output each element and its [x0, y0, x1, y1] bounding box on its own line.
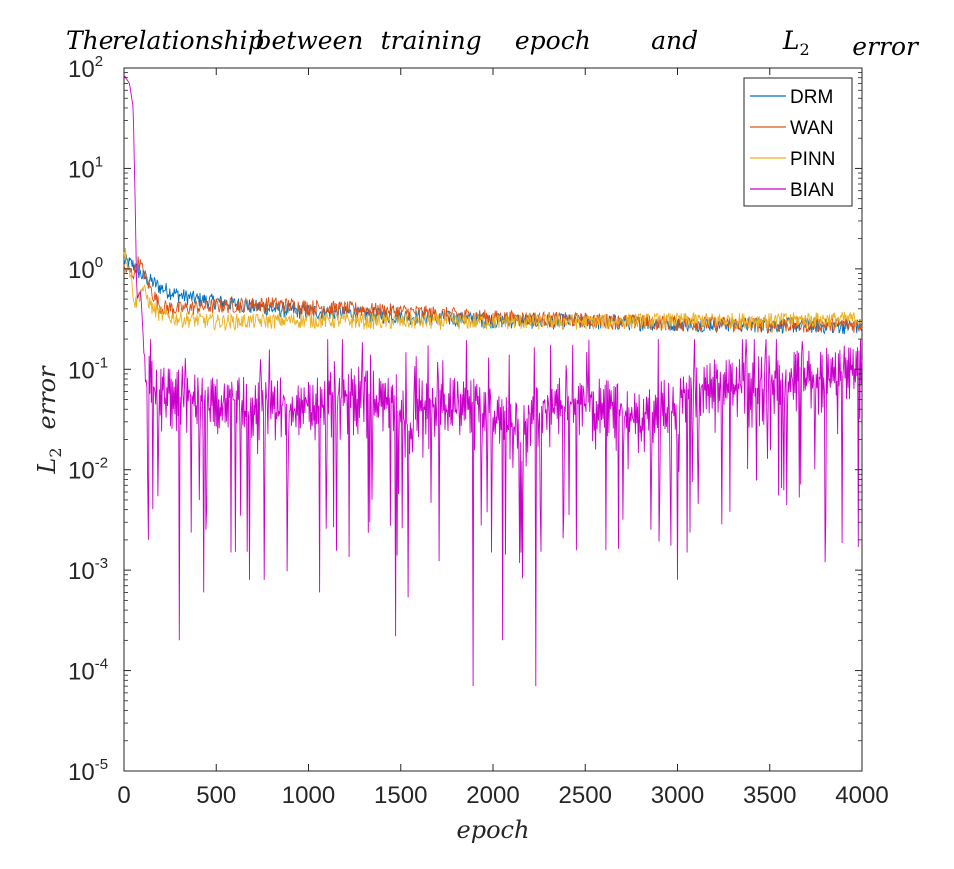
title-subscript: 2	[799, 40, 809, 59]
x-tick-label: 3000	[651, 782, 704, 809]
x-tick-label: 1000	[282, 782, 335, 809]
y-tick-label: 100	[68, 254, 103, 284]
series-layer	[123, 74, 863, 687]
chart-title: Therelationshipbetween training epoch and L2…	[66, 26, 920, 61]
legend[interactable]: DRM WAN PINN BIAN	[743, 77, 853, 207]
legend-label: PINN	[790, 149, 835, 170]
ticks-layer: 0 500 1000 1500 2000 2500 3000 3500 4000 10-5 10-4…	[68, 53, 889, 809]
x-tick-label: 1500	[374, 782, 427, 809]
title-word: training	[381, 26, 482, 55]
legend-label: WAN	[790, 118, 834, 139]
y-tick-label: 10-5	[68, 756, 108, 786]
title-word: error	[852, 32, 920, 61]
title-word: relationship	[112, 26, 264, 55]
y-tick-label: 10-2	[68, 455, 108, 485]
x-tick-label: 2000	[466, 782, 519, 809]
legend-label: DRM	[790, 87, 833, 108]
x-tick-label: 500	[196, 782, 236, 809]
series-line-pinn	[123, 247, 863, 332]
ylabel-rest: error	[33, 365, 61, 430]
legend-label: BIAN	[790, 180, 834, 201]
y-axis-label: L2 error	[33, 365, 65, 475]
x-tick-label: 3500	[743, 782, 796, 809]
x-tick-label: 2500	[559, 782, 612, 809]
x-axis-label: epoch	[457, 816, 530, 844]
y-tick-label: 10-4	[68, 656, 108, 686]
legend-box	[743, 77, 853, 207]
legend-item-wan[interactable]: WAN	[750, 118, 834, 139]
y-tick-label: 10-1	[68, 354, 108, 384]
title-word: between	[255, 26, 363, 55]
series-line-wan	[123, 256, 863, 334]
y-tick-label: 101	[68, 153, 103, 183]
title-word: L	[782, 26, 800, 55]
ylabel-subscript: 2	[46, 447, 65, 457]
x-tick-label: 0	[117, 782, 130, 809]
y-tick-label: 10-3	[68, 555, 108, 585]
legend-item-drm[interactable]: DRM	[750, 87, 833, 108]
title-word: epoch	[515, 26, 591, 55]
x-tick-label: 4000	[835, 782, 888, 809]
y-tick-label: 102	[68, 53, 103, 83]
title-word: and	[651, 26, 698, 55]
series-line-bian	[123, 74, 863, 687]
title-word: The	[66, 26, 114, 55]
legend-item-pinn[interactable]: PINN	[750, 149, 835, 170]
legend-item-bian[interactable]: BIAN	[750, 180, 834, 201]
ylabel-main: L	[33, 458, 61, 475]
